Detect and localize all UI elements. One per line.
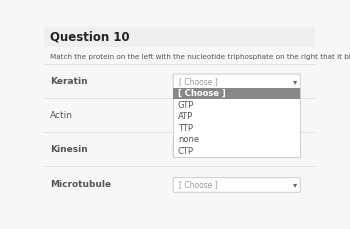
Text: TTP: TTP: [178, 124, 193, 133]
Text: GTP: GTP: [178, 101, 194, 110]
Text: Actin: Actin: [50, 111, 73, 120]
Bar: [44, 27, 315, 47]
Bar: [173, 88, 300, 99]
Text: [ Choose ]: [ Choose ]: [178, 145, 217, 154]
FancyBboxPatch shape: [173, 178, 300, 192]
Text: [ Choose ]: [ Choose ]: [178, 77, 217, 86]
Text: [ Choose ]: [ Choose ]: [178, 89, 226, 98]
Text: CTP: CTP: [178, 147, 194, 156]
Text: ATP: ATP: [178, 112, 193, 121]
Text: Kinesin: Kinesin: [50, 145, 88, 154]
Text: ▾: ▾: [293, 180, 298, 189]
Text: Question 10: Question 10: [50, 31, 130, 44]
Text: none: none: [178, 135, 199, 144]
FancyBboxPatch shape: [173, 74, 300, 89]
Bar: [173, 88, 300, 157]
FancyBboxPatch shape: [173, 142, 300, 156]
Text: ▾: ▾: [293, 145, 298, 154]
Text: ▾: ▾: [293, 77, 298, 86]
Text: Match the protein on the left with the nucleotide triphosphate on the right that: Match the protein on the left with the n…: [50, 54, 350, 60]
Text: Keratin: Keratin: [50, 77, 88, 86]
Text: Microtubule: Microtubule: [50, 180, 111, 189]
Text: [ Choose ]: [ Choose ]: [178, 180, 217, 189]
